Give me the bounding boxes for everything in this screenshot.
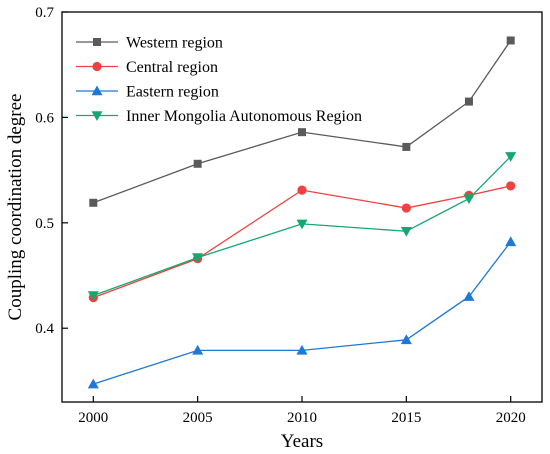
series-4 [87, 152, 517, 302]
y-axis: 0.4 0.5 0.6 0.7 [35, 5, 68, 337]
legend-item: Western region [76, 35, 223, 52]
series-line [93, 40, 512, 204]
data-point [297, 185, 307, 195]
data-point [400, 226, 412, 237]
data-point [505, 236, 517, 247]
legend-marker [91, 85, 103, 96]
data-point [298, 128, 306, 137]
data-point [463, 291, 475, 301]
legend-label: Western region [126, 35, 223, 52]
x-tick-label: 2010 [287, 410, 317, 426]
x-tick-label: 2005 [183, 410, 213, 426]
legend: Western region Central region Eastern regi… [76, 35, 362, 125]
data-point [192, 344, 204, 355]
series-line [93, 241, 512, 385]
data-point [296, 219, 308, 230]
x-tick-label: 2020 [496, 410, 526, 426]
x-axis: 2000 2005 2010 2015 2020 [78, 396, 526, 426]
series-line [93, 155, 512, 297]
data-point [400, 334, 412, 345]
legend-label: Inner Mongolia Autonomous Region [126, 108, 362, 125]
data-point [87, 291, 99, 302]
series-line [93, 185, 511, 299]
y-tick-label: 0.5 [35, 216, 54, 232]
legend-item: Eastern region [76, 84, 219, 101]
x-axis-title: Years [281, 431, 323, 452]
legend-item: Central region [76, 59, 218, 76]
y-tick-label: 0.6 [35, 110, 54, 126]
legend-marker [92, 61, 102, 72]
data-point [192, 253, 204, 264]
legend-item: Inner Mongolia Autonomous Region [76, 108, 362, 125]
y-tick-label: 0.7 [35, 5, 54, 21]
series-layer [87, 36, 517, 389]
y-axis-title: Coupling coordination degree [5, 94, 26, 321]
data-point [505, 152, 517, 162]
y-tick-label: 0.4 [35, 321, 54, 337]
legend-marker [91, 111, 103, 121]
data-point [402, 142, 411, 151]
x-tick-label: 2015 [391, 410, 421, 426]
data-point [401, 203, 411, 213]
data-point [506, 181, 516, 191]
series-3 [87, 236, 517, 389]
data-point [464, 97, 473, 106]
data-point [463, 194, 475, 205]
data-point [89, 198, 98, 207]
series-1 [89, 36, 515, 207]
data-point [193, 159, 202, 168]
legend-label: Central region [126, 59, 218, 76]
data-point [296, 344, 308, 355]
x-tick-label: 2000 [78, 410, 108, 426]
series-2 [88, 181, 516, 303]
data-point [506, 36, 515, 45]
data-point [87, 378, 99, 389]
legend-label: Eastern region [126, 84, 219, 101]
legend-marker [93, 38, 101, 46]
